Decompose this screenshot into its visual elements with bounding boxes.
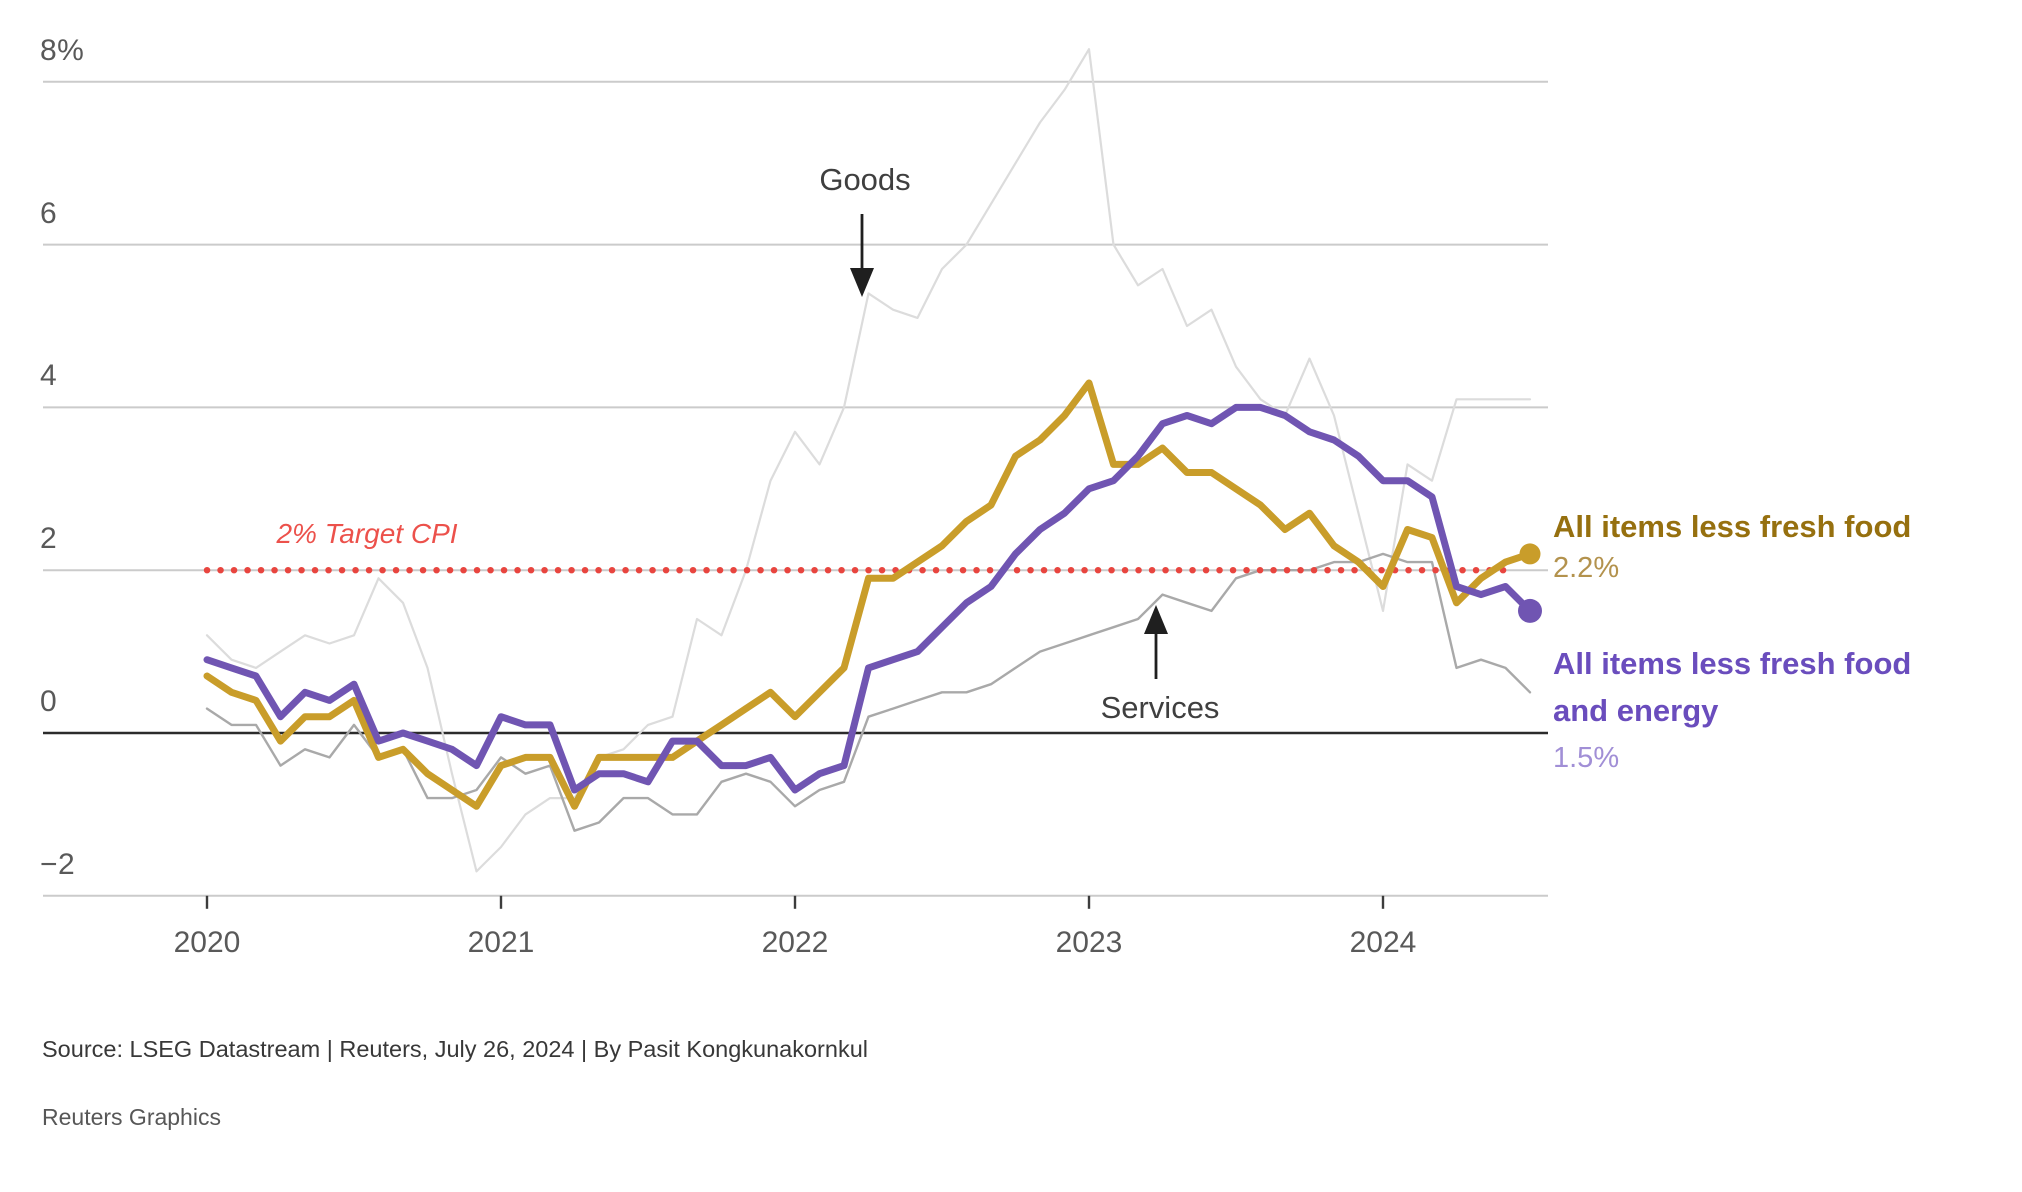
series-line-all-items-less-fresh-food: [203, 379, 1534, 810]
y-axis-label-0: 0: [40, 685, 58, 718]
y-axis-label-6: 6: [40, 197, 58, 230]
series-line-services: [205, 552, 1532, 832]
services-arrow-icon: [1144, 605, 1168, 679]
x-axis-label-2022: 2022: [761, 926, 829, 959]
legend-value-core: 2.2%: [1553, 552, 1620, 584]
legend-title-core: All items less fresh food: [1553, 509, 1912, 544]
y-axis-label-8: 8%: [40, 34, 85, 67]
goods-annotation: Goods: [819, 162, 911, 197]
series-line-goods: [205, 48, 1532, 873]
series-line-all-items-less-fresh-food-and-energy: [203, 403, 1534, 794]
y-axis-label-minus2: −2: [40, 848, 76, 881]
x-axis-label-2020: 2020: [173, 926, 241, 959]
services-annotation: Services: [1100, 690, 1220, 725]
x-axis-label-2023: 2023: [1055, 926, 1123, 959]
x-axis-label-2024: 2024: [1349, 926, 1417, 959]
series-end-dot-all-items-less-fresh-food: [1519, 543, 1541, 565]
x-axis-label-2021: 2021: [467, 926, 535, 959]
goods-arrow-icon: [850, 214, 874, 297]
legend-title-core-core: All items less fresh food and energy: [1553, 646, 1912, 728]
series-end-dot-all-items-less-fresh-food-and-energy: [1518, 598, 1542, 623]
legend-value-core-core: 1.5%: [1553, 742, 1620, 774]
target-cpi-label: 2% Target CPI: [276, 518, 458, 549]
source-line: Source: LSEG Datastream | Reuters, July …: [42, 1036, 868, 1062]
y-axis-label-2: 2: [40, 522, 58, 555]
y-axis-label-4: 4: [40, 359, 58, 392]
reuters-graphics-credit: Reuters Graphics: [42, 1104, 221, 1130]
